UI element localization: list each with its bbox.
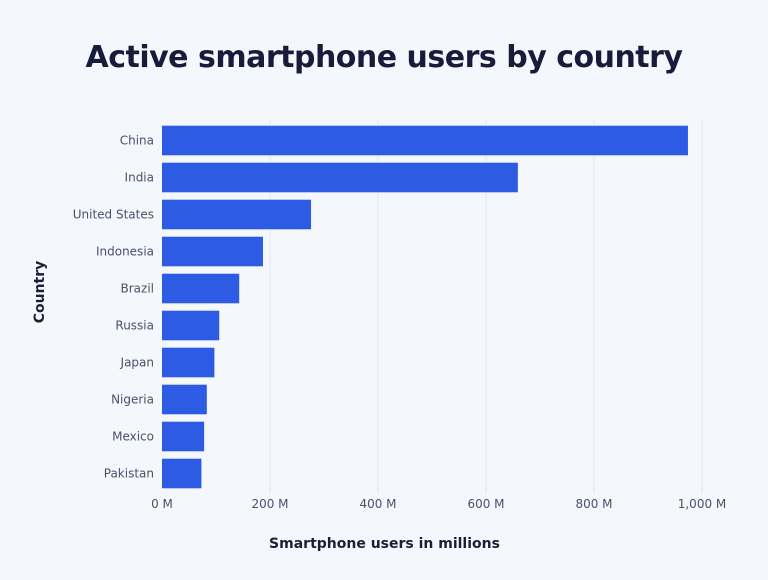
y-tick-label: Nigeria — [111, 393, 154, 407]
y-tick-label: Brazil — [121, 282, 155, 296]
bar-mexico — [162, 421, 205, 452]
y-tick-label: Japan — [120, 356, 154, 370]
x-tick-label: 400 M — [359, 497, 396, 511]
bar-brazil — [162, 273, 240, 304]
chart-title: Active smartphone users by country — [85, 40, 684, 75]
y-tick-label: Mexico — [112, 430, 154, 444]
bar-united-states — [162, 199, 312, 230]
x-tick-label: 200 M — [251, 497, 288, 511]
x-tick-label: 1,000 M — [678, 497, 727, 511]
x-tick-label: 0 M — [151, 497, 173, 511]
x-tick-label: 600 M — [467, 497, 504, 511]
bar-japan — [162, 347, 215, 378]
bar-indonesia — [162, 236, 263, 267]
bar-russia — [162, 310, 220, 341]
bar-india — [162, 162, 518, 193]
y-tick-label: United States — [73, 208, 154, 222]
bar-pakistan — [162, 458, 202, 489]
x-axis-label: Smartphone users in millions — [269, 536, 500, 552]
bar-china — [162, 125, 688, 156]
y-tick-label: Russia — [115, 319, 154, 333]
bar-nigeria — [162, 384, 207, 415]
y-tick-label: China — [120, 134, 154, 148]
y-tick-label: Indonesia — [96, 245, 154, 259]
x-tick-label: 800 M — [575, 497, 612, 511]
y-tick-label: India — [125, 171, 154, 185]
y-tick-label: Pakistan — [104, 467, 154, 481]
